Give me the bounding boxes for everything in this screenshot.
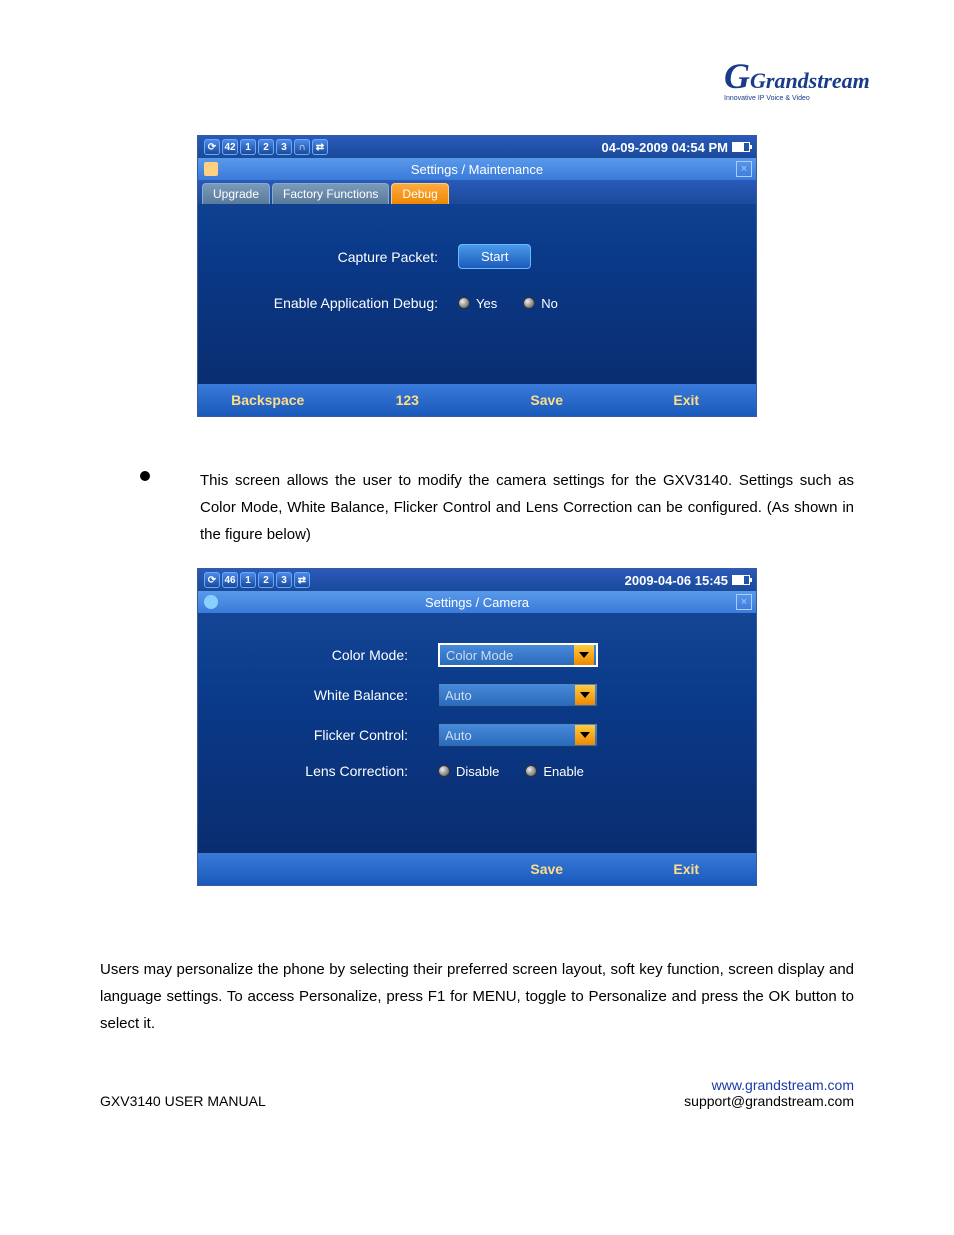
status-icon: 3 bbox=[276, 139, 292, 155]
window-title: Settings / Camera bbox=[425, 595, 529, 610]
status-icon: ⇄ bbox=[294, 572, 310, 588]
start-button[interactable]: Start bbox=[458, 244, 531, 269]
capture-packet-label: Capture Packet: bbox=[228, 249, 458, 265]
radio-disable[interactable]: Disable bbox=[438, 764, 499, 779]
close-icon[interactable]: × bbox=[736, 594, 752, 610]
setting-label: Flicker Control: bbox=[228, 727, 438, 743]
camera-description-text: This screen allows the user to modify th… bbox=[200, 467, 854, 548]
status-icon: 3 bbox=[276, 572, 292, 588]
tab-upgrade[interactable]: Upgrade bbox=[202, 183, 270, 204]
dropdown-value: Auto bbox=[445, 688, 472, 703]
close-icon[interactable]: × bbox=[736, 161, 752, 177]
dropdown-value: Color Mode bbox=[446, 648, 513, 663]
enable-debug-label: Enable Application Debug: bbox=[228, 295, 458, 311]
dropdown-value: Auto bbox=[445, 728, 472, 743]
dropdown-color-mode-[interactable]: Color Mode bbox=[438, 643, 598, 667]
status-datetime: 04-09-2009 04:54 PM bbox=[602, 140, 728, 155]
status-icon: 42 bbox=[222, 139, 238, 155]
bullet-section: This screen allows the user to modify th… bbox=[140, 467, 854, 548]
document-page: GGrandstream Innovative IP Voice & Video… bbox=[0, 0, 954, 1149]
footer-manual-title: GXV3140 USER MANUAL bbox=[100, 1093, 266, 1109]
tab-bar: UpgradeFactory FunctionsDebug bbox=[198, 180, 756, 204]
chevron-down-icon bbox=[575, 725, 595, 745]
status-icon: ∩ bbox=[294, 139, 310, 155]
screenshot-maintenance: ⟳42123∩⇄ 04-09-2009 04:54 PM Settings / … bbox=[197, 135, 757, 417]
window-title: Settings / Maintenance bbox=[411, 162, 543, 177]
footer-email: support@grandstream.com bbox=[684, 1093, 854, 1109]
radio-yes[interactable]: Yes bbox=[458, 296, 497, 311]
window-titlebar: Settings / Maintenance × bbox=[198, 158, 756, 180]
status-icon: 1 bbox=[240, 139, 256, 155]
setting-row: Color Mode: Color Mode bbox=[228, 643, 726, 667]
logo-tagline: Innovative IP Voice & Video bbox=[724, 95, 854, 102]
tab-debug[interactable]: Debug bbox=[391, 183, 448, 204]
setting-row: Flicker Control: Auto bbox=[228, 723, 726, 747]
radio-no[interactable]: No bbox=[523, 296, 558, 311]
radio-yes-label: Yes bbox=[476, 296, 497, 311]
status-icon: 46 bbox=[222, 572, 238, 588]
chevron-down-icon bbox=[575, 685, 595, 705]
softkey-backspace[interactable]: Backspace bbox=[198, 392, 338, 408]
softkey-exit[interactable]: Exit bbox=[617, 861, 757, 877]
battery-icon bbox=[732, 142, 750, 152]
page-footer: GXV3140 USER MANUAL www.grandstream.com … bbox=[100, 1077, 854, 1109]
lens-correction-label: Lens Correction: bbox=[228, 763, 438, 779]
logo-text: Grandstream bbox=[750, 68, 870, 93]
status-icon: ⟳ bbox=[204, 139, 220, 155]
personalize-description-text: Users may personalize the phone by selec… bbox=[100, 956, 854, 1037]
status-icon: 2 bbox=[258, 572, 274, 588]
setting-label: White Balance: bbox=[228, 687, 438, 703]
camera-icon bbox=[204, 595, 218, 609]
radio-enable-label: Enable bbox=[543, 764, 583, 779]
radio-enable[interactable]: Enable bbox=[525, 764, 583, 779]
setting-row: White Balance: Auto bbox=[228, 683, 726, 707]
status-datetime: 2009-04-06 15:45 bbox=[625, 573, 728, 588]
status-icon: 1 bbox=[240, 572, 256, 588]
brand-logo: GGrandstream Innovative IP Voice & Video bbox=[724, 55, 854, 102]
softkey-bar: Save Exit bbox=[198, 853, 756, 885]
radio-no-label: No bbox=[541, 296, 558, 311]
status-icon: ⟳ bbox=[204, 572, 220, 588]
softkey-save[interactable]: Save bbox=[477, 861, 617, 877]
screenshot-camera: ⟳46123⇄ 2009-04-06 15:45 Settings / Came… bbox=[197, 568, 757, 886]
footer-url: www.grandstream.com bbox=[684, 1077, 854, 1093]
softkey-save[interactable]: Save bbox=[477, 392, 617, 408]
dropdown-flicker-control-[interactable]: Auto bbox=[438, 723, 598, 747]
softkey-exit[interactable]: Exit bbox=[617, 392, 757, 408]
chevron-down-icon bbox=[574, 645, 594, 665]
settings-icon bbox=[204, 162, 218, 176]
softkey-bar: Backspace 123 Save Exit bbox=[198, 384, 756, 416]
radio-disable-label: Disable bbox=[456, 764, 499, 779]
window-titlebar: Settings / Camera × bbox=[198, 591, 756, 613]
status-bar: ⟳42123∩⇄ 04-09-2009 04:54 PM bbox=[198, 136, 756, 158]
status-icon: ⇄ bbox=[312, 139, 328, 155]
panel-body: Color Mode:Color ModeWhite Balance:AutoF… bbox=[198, 613, 756, 853]
battery-icon bbox=[732, 575, 750, 585]
dropdown-white-balance-[interactable]: Auto bbox=[438, 683, 598, 707]
tab-factory-functions[interactable]: Factory Functions bbox=[272, 183, 389, 204]
softkey-123[interactable]: 123 bbox=[338, 392, 478, 408]
status-icon: 2 bbox=[258, 139, 274, 155]
setting-label: Color Mode: bbox=[228, 647, 438, 663]
panel-body: Capture Packet: Start Enable Application… bbox=[198, 204, 756, 384]
bullet-icon bbox=[140, 471, 150, 481]
status-bar: ⟳46123⇄ 2009-04-06 15:45 bbox=[198, 569, 756, 591]
